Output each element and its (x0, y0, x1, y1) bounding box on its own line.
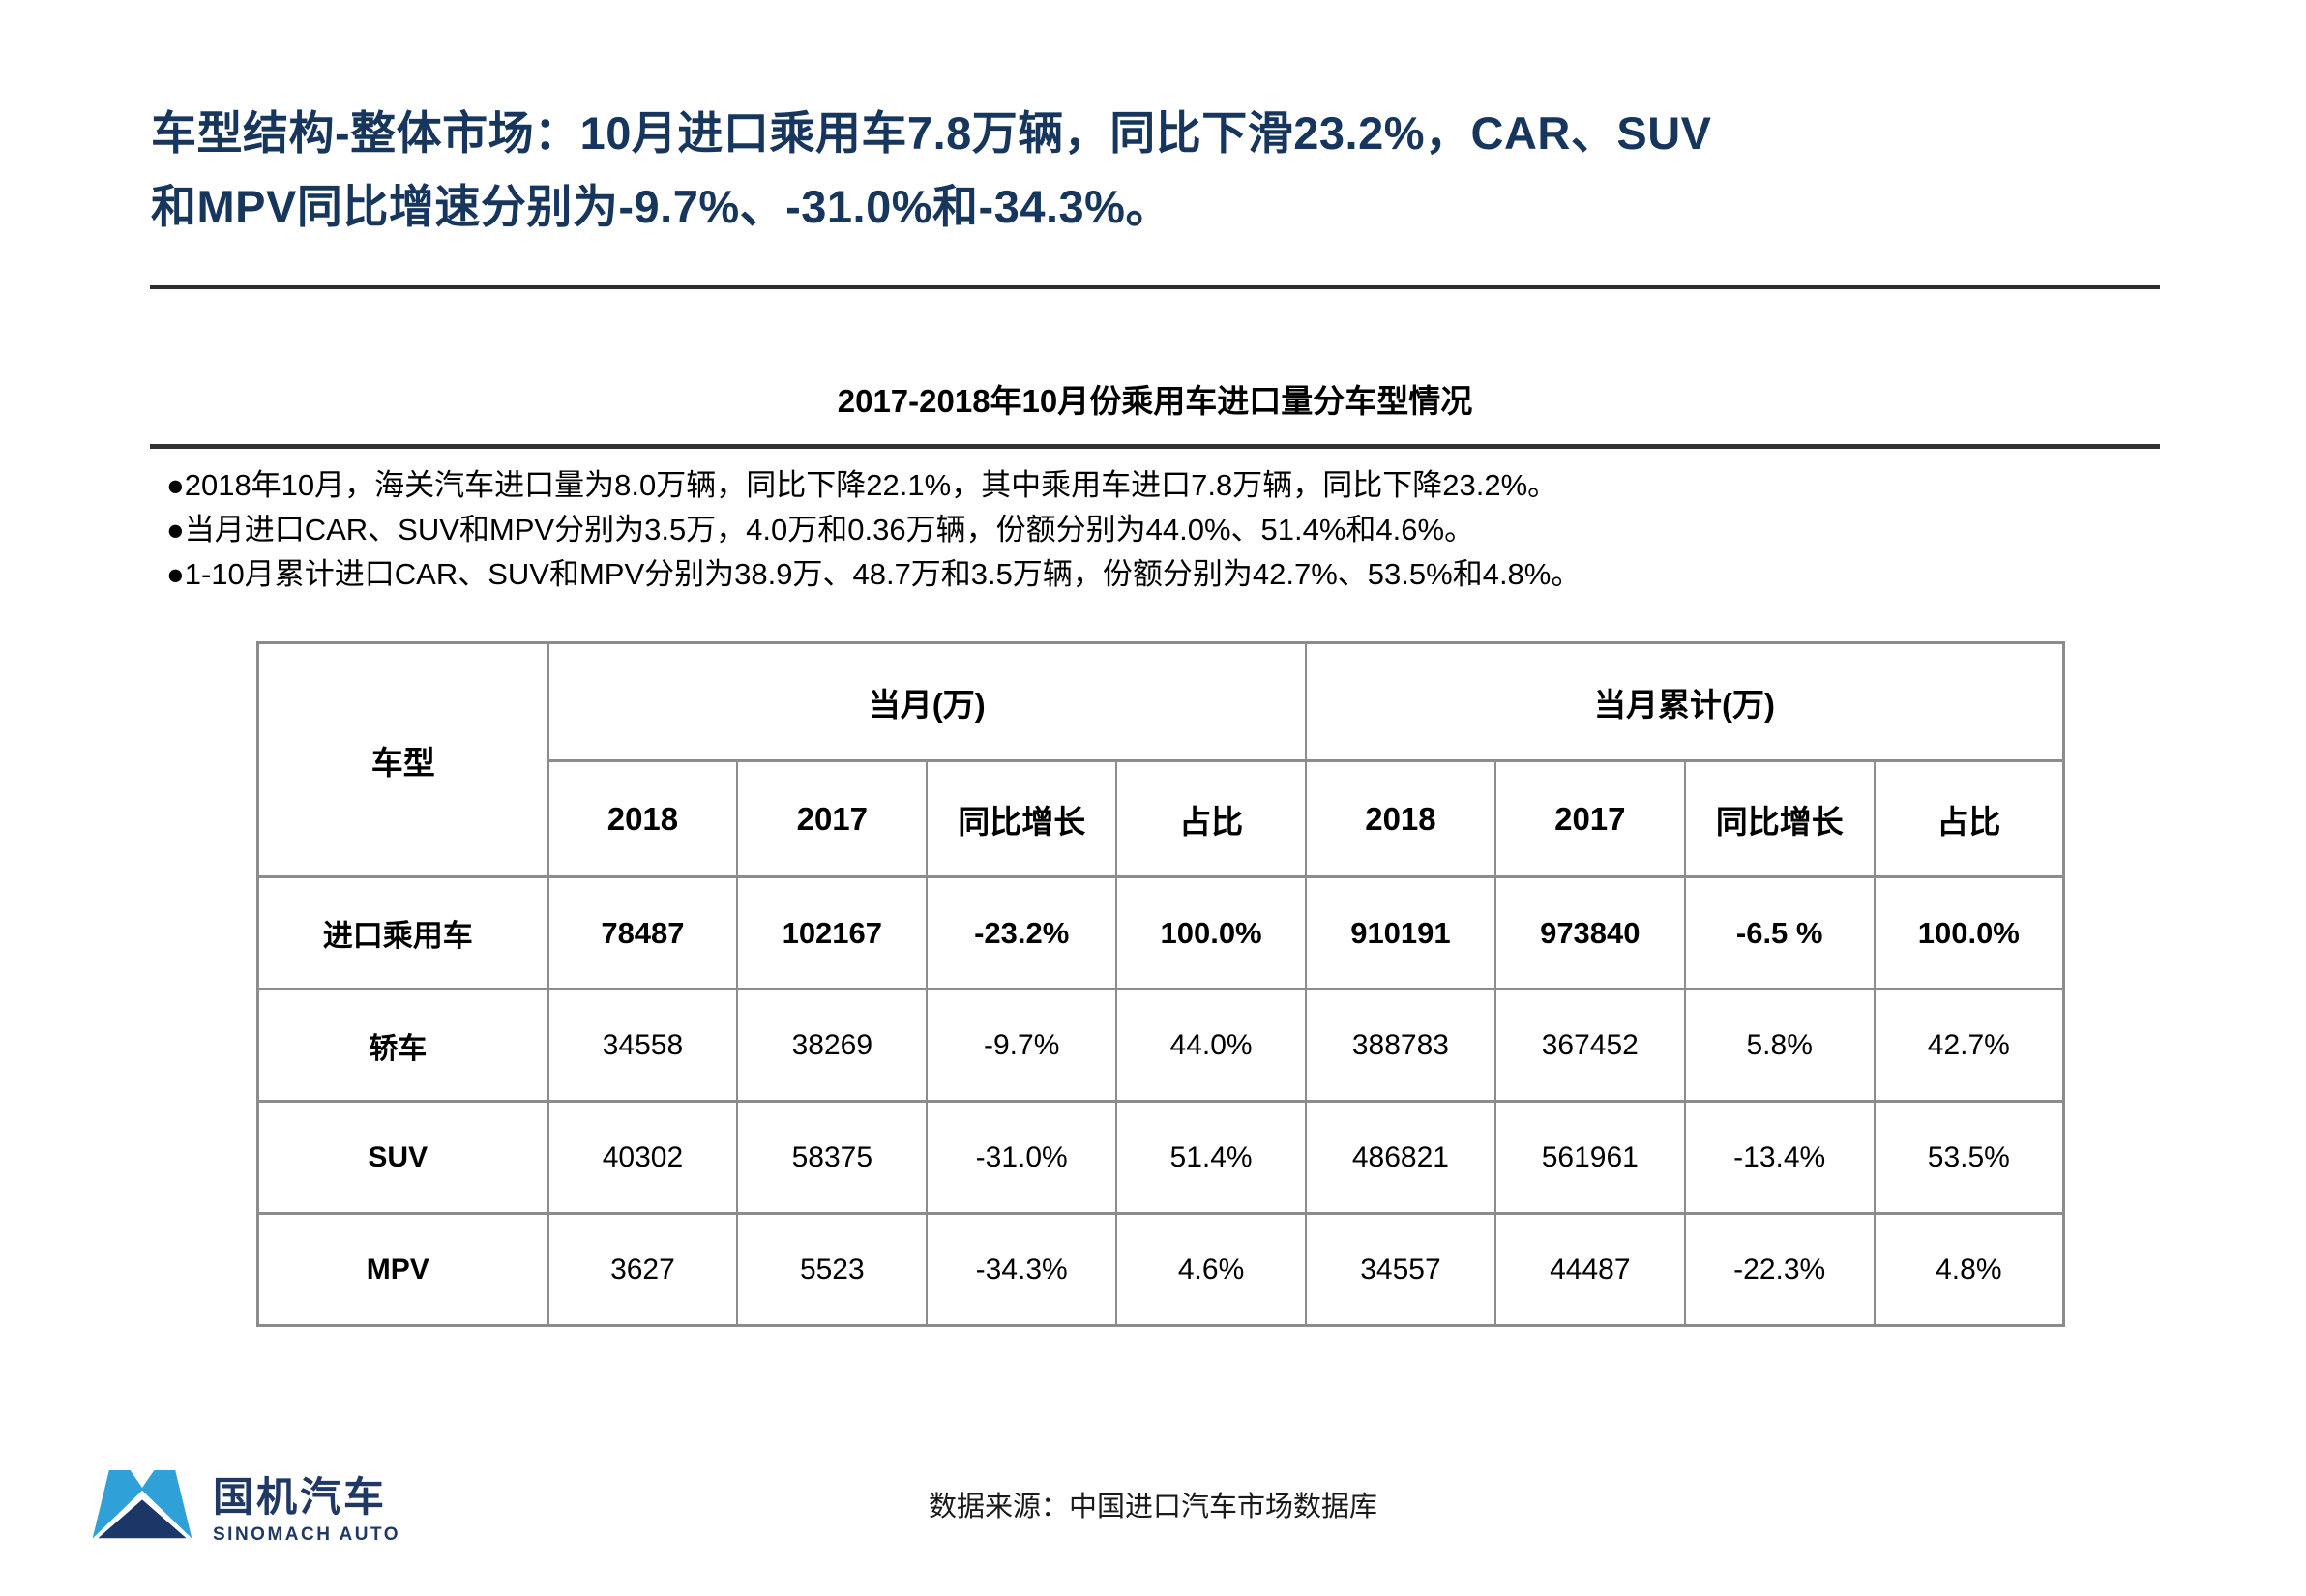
table-cell: 53.5% (1873, 1100, 2065, 1215)
row-label: 进口乘用车 (256, 875, 549, 990)
table-cell: 44487 (1493, 1212, 1686, 1327)
table-cell: -34.3% (926, 1212, 1118, 1327)
table-cell: 38269 (736, 988, 929, 1103)
table-cell: 100.0% (1115, 875, 1307, 990)
caption-divider-line (150, 444, 2160, 449)
table-cell: 78487 (547, 875, 739, 990)
table-cell: 42.7% (1873, 988, 2065, 1103)
slide-title: 车型结构-整体市场：10月进口乘用车7.8万辆，同比下滑23.2%，CAR、SU… (151, 97, 2173, 244)
sub-header-2018-month: 2018 (547, 759, 739, 878)
table-row-mpv: MPV 3627 5523 -34.3% 4.6% 34557 44487 -2… (256, 1212, 2065, 1327)
bullet-item-3: ●1-10月累计进口CAR、SUV和MPV分别为38.9万、48.7万和3.5万… (166, 557, 1582, 591)
group-header-current-month: 当月(万) (547, 641, 1307, 762)
sub-header-yoy-cum: 同比增长 (1683, 759, 1876, 878)
logo-text: 国机汽车 SINOMACH AUTO (213, 1463, 400, 1546)
table-cell: -13.4% (1683, 1100, 1876, 1215)
bullet-list: ●2018年10月，海关汽车进口量为8.0万辆，同比下降22.1%，其中乘用车进… (166, 463, 1581, 597)
table-cell: -6.5 % (1683, 875, 1876, 990)
table-cell: -23.2% (926, 875, 1118, 990)
table-cell: 973840 (1493, 875, 1686, 990)
table-cell: 102167 (736, 875, 929, 990)
row-label: 轿车 (256, 988, 549, 1103)
table-cell: -9.7% (926, 988, 1118, 1103)
table-cell: 40302 (547, 1100, 739, 1215)
table-cell: 5523 (736, 1212, 929, 1327)
table-row-total: 进口乘用车 78487 102167 -23.2% 100.0% 910191 … (256, 875, 2065, 990)
row-label: SUV (256, 1100, 549, 1215)
sub-header-share-month: 占比 (1115, 759, 1307, 878)
import-volume-table: 车型 当月(万) 当月累计(万) 2018 2017 同比增长 占比 2018 … (256, 641, 2065, 1327)
table-cell: 51.4% (1115, 1100, 1307, 1215)
sub-header-2018-cum: 2018 (1305, 759, 1496, 878)
table-cell: 3627 (547, 1212, 739, 1327)
sub-header-share-cum: 占比 (1873, 759, 2065, 878)
data-source-note: 数据来源：中国进口汽车市场数据库 (928, 1492, 1377, 1522)
table-cell: 367452 (1493, 988, 1686, 1103)
table-cell: -22.3% (1683, 1212, 1876, 1327)
slide-title-line2: 和MPV同比增速分别为-9.7%、-31.0%和-34.3%。 (151, 181, 1171, 232)
bullet-item-2: ●当月进口CAR、SUV和MPV分别为3.5万，4.0万和0.36万辆，份额分别… (166, 513, 1475, 547)
table-cell: 388783 (1305, 988, 1496, 1103)
row-label: MPV (256, 1212, 549, 1327)
table-row-car: 轿车 34558 38269 -9.7% 44.0% 388783 367452… (256, 988, 2065, 1103)
table-sub-header-row: 2018 2017 同比增长 占比 2018 2017 同比增长 占比 (258, 759, 2065, 878)
company-logo: 国机汽车 SINOMACH AUTO (87, 1463, 400, 1552)
sub-header-yoy-month: 同比增长 (926, 759, 1118, 878)
table-cell: 100.0% (1873, 875, 2065, 990)
table-caption: 2017-2018年10月份乘用车进口量分车型情况 (837, 383, 1473, 419)
title-divider-line (150, 285, 2160, 289)
sub-header-2017-month: 2017 (736, 759, 929, 878)
table-cell: 34558 (547, 988, 739, 1103)
logo-name-cn: 国机汽车 (213, 1474, 388, 1520)
table-cell: 44.0% (1115, 988, 1307, 1103)
table-cell: 4.8% (1873, 1212, 2065, 1327)
table-cell: 910191 (1305, 875, 1496, 990)
table-cell: 561961 (1493, 1100, 1686, 1215)
sinomach-logo-icon (88, 1470, 196, 1543)
group-header-cumulative: 当月累计(万) (1305, 641, 2065, 762)
bullet-item-1: ●2018年10月，海关汽车进口量为8.0万辆，同比下降22.1%，其中乘用车进… (166, 468, 1558, 502)
slide-title-line1: 车型结构-整体市场：10月进口乘用车7.8万辆，同比下滑23.2%，CAR、SU… (151, 107, 1712, 159)
table-cell: -31.0% (926, 1100, 1118, 1215)
table-cell: 58375 (736, 1100, 929, 1215)
table-cell: 4.6% (1115, 1212, 1307, 1327)
table-group-header-row: 车型 当月(万) 当月累计(万) (256, 641, 2065, 878)
table-cell: 34557 (1305, 1212, 1496, 1327)
corner-header-vehicle-type: 车型 (256, 641, 549, 878)
table-cell: 486821 (1305, 1100, 1496, 1215)
table-row-suv: SUV 40302 58375 -31.0% 51.4% 486821 5619… (256, 1100, 2065, 1215)
table-cell: 5.8% (1683, 988, 1876, 1103)
logo-name-en: SINOMACH AUTO (213, 1524, 400, 1545)
sub-header-2017-cum: 2017 (1493, 759, 1686, 878)
